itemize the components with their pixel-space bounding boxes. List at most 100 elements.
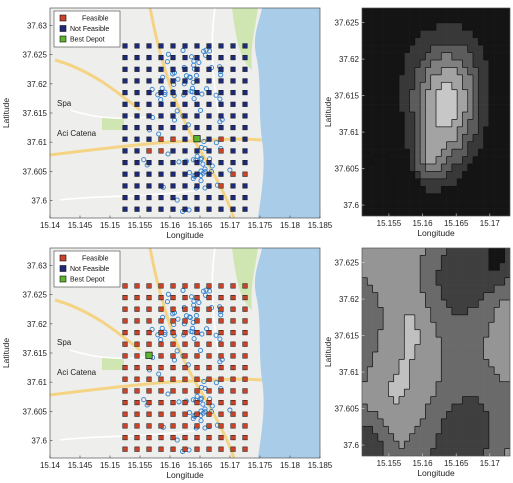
map-background-top: [50, 8, 320, 218]
y-tick-label: 37.61: [339, 128, 360, 137]
feasible-depot-marker: [170, 136, 176, 142]
contour-cell: [362, 141, 368, 150]
infeasible-depot-marker: [134, 101, 140, 107]
contour-cell: [488, 8, 495, 16]
contour-cell: [441, 8, 447, 16]
contour-cell: [393, 344, 400, 353]
feasible-depot-marker: [182, 306, 188, 312]
contour-cell: [499, 171, 506, 180]
contour-cell: [494, 104, 500, 113]
contour-cell: [372, 300, 379, 308]
contour-cell: [377, 352, 384, 360]
contour-cell: [457, 30, 463, 39]
contour-cell: [404, 441, 410, 449]
contour-cell: [478, 60, 484, 68]
contour-cell: [467, 337, 474, 345]
infeasible-depot-marker: [218, 160, 224, 166]
contour-cell: [420, 134, 426, 143]
contour-cell: [388, 104, 395, 113]
contour-cell: [430, 45, 437, 53]
feasible-depot-marker: [206, 295, 212, 301]
contour-cell: [372, 248, 379, 256]
contour-cell: [441, 300, 447, 308]
contour-cell: [441, 67, 447, 76]
contour-cell: [430, 322, 437, 331]
contour-cell: [372, 119, 379, 128]
infeasible-depot-marker: [242, 125, 248, 131]
contour-cell: [377, 255, 384, 264]
contour-cell: [441, 448, 447, 456]
feasible-depot-marker: [158, 295, 164, 301]
contour-cell: [436, 448, 442, 456]
contour-cell: [420, 344, 426, 353]
contour-cell: [420, 52, 426, 61]
contour-cell: [425, 404, 432, 412]
contour-cell: [404, 193, 410, 202]
contour-cell: [362, 8, 368, 16]
contour-cell: [494, 164, 500, 172]
contour-cell: [436, 82, 442, 91]
feasible-depot-marker: [182, 318, 188, 324]
contour-cell: [446, 366, 453, 375]
contour-cell: [467, 30, 474, 39]
contour-cell: [446, 37, 453, 46]
contour-cell: [446, 381, 453, 390]
contour-cell: [467, 8, 474, 16]
contour-cell: [446, 134, 453, 143]
contour-cell: [388, 156, 395, 165]
contour-cell: [414, 433, 421, 442]
contour-cell: [393, 262, 400, 271]
contour-cell: [399, 201, 405, 209]
contour-cell: [399, 433, 405, 442]
contour-cell: [451, 322, 458, 331]
contour-cell: [393, 307, 400, 316]
contour-cell: [430, 248, 437, 256]
infeasible-depot-marker: [206, 195, 212, 201]
contour-cell: [372, 307, 379, 316]
infeasible-depot-marker: [158, 66, 164, 72]
contour-cell: [473, 134, 479, 143]
contour-cell: [451, 277, 458, 286]
contour-cell: [399, 45, 405, 53]
customer-marker: [200, 410, 206, 416]
contour-cell: [504, 15, 510, 24]
contour-cell: [362, 285, 368, 293]
contour-cell: [362, 396, 368, 405]
contour-cell: [393, 285, 400, 293]
contour-cell: [473, 448, 479, 456]
contour-cell: [367, 156, 373, 165]
contour-cell: [473, 201, 479, 209]
contour-cell: [473, 149, 479, 157]
contour-cell: [488, 112, 495, 120]
contour-cell: [504, 8, 510, 16]
contour-cell: [441, 314, 447, 323]
contour-cell: [462, 314, 469, 323]
contour-cell: [436, 337, 442, 345]
contour-cell: [457, 193, 463, 202]
contour-cell: [404, 208, 410, 216]
customer-marker: [218, 72, 224, 78]
contour-cell: [388, 433, 395, 442]
contour-cell: [494, 344, 500, 353]
contour-cell: [467, 255, 474, 264]
contour-cell: [441, 344, 447, 353]
feasible-depot-marker: [206, 446, 212, 452]
infeasible-depot-marker: [218, 125, 224, 131]
infeasible-depot-marker: [158, 195, 164, 201]
contour-cell: [483, 418, 490, 427]
customer-marker: [213, 92, 219, 98]
contour-cell: [462, 433, 469, 442]
contour-cell: [494, 411, 500, 420]
contour-cell: [451, 141, 458, 150]
contour-cell: [467, 396, 474, 405]
contour-cell: [457, 89, 463, 98]
contour-cell: [473, 178, 479, 187]
contour-cell: [388, 74, 395, 83]
contour-cell: [499, 277, 506, 286]
contour-cell: [425, 389, 432, 397]
contour-cell: [388, 352, 395, 360]
contour-cell: [478, 22, 484, 31]
contour-cell: [383, 45, 389, 53]
contour-cell: [499, 396, 506, 405]
contour-cell: [383, 300, 389, 308]
